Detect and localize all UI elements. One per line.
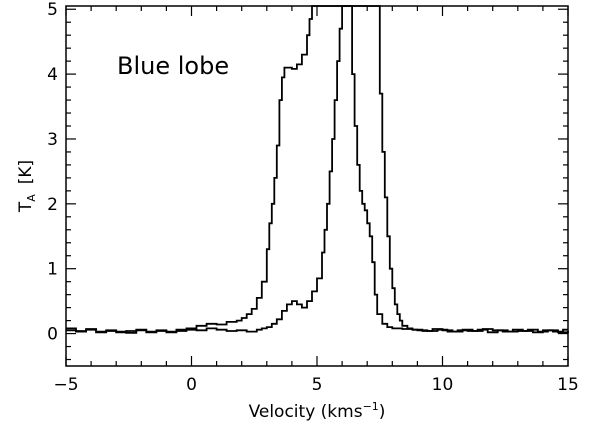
series-line-2 bbox=[66, 5, 568, 334]
y-tick-label: 1 bbox=[47, 260, 58, 280]
y-tick-label: 5 bbox=[47, 0, 58, 20]
y-tick-label: 4 bbox=[47, 65, 58, 85]
x-axis-label: Velocity (kms−1) bbox=[249, 400, 386, 422]
x-axis-label-tail: ) bbox=[379, 402, 386, 422]
x-tick-label: 0 bbox=[186, 375, 197, 395]
x-tick-label: 5 bbox=[312, 375, 323, 395]
y-axis-label-main: T bbox=[16, 201, 36, 213]
y-axis-label: TA [K] bbox=[16, 160, 38, 213]
y-tick-label: 0 bbox=[47, 325, 58, 345]
ticks-layer: −5 0 5 10 15 0 1 2 3 4 5 bbox=[47, 0, 579, 395]
y-axis-label-sub: A bbox=[25, 194, 38, 202]
y-tick-label: 2 bbox=[47, 195, 58, 215]
annotation-blue-lobe: Blue lobe bbox=[117, 52, 229, 80]
x-tick-label: 15 bbox=[557, 375, 579, 395]
x-axis-label-sup: −1 bbox=[363, 400, 379, 413]
x-axis-label-main: Velocity (kms bbox=[249, 402, 363, 422]
series-line-1 bbox=[66, 5, 569, 334]
x-tick-label: 10 bbox=[432, 375, 454, 395]
y-tick-label: 3 bbox=[47, 130, 58, 150]
x-tick-label: −5 bbox=[53, 375, 78, 395]
y-axis-label-unit: [K] bbox=[16, 160, 36, 184]
series-layer bbox=[66, 5, 569, 334]
